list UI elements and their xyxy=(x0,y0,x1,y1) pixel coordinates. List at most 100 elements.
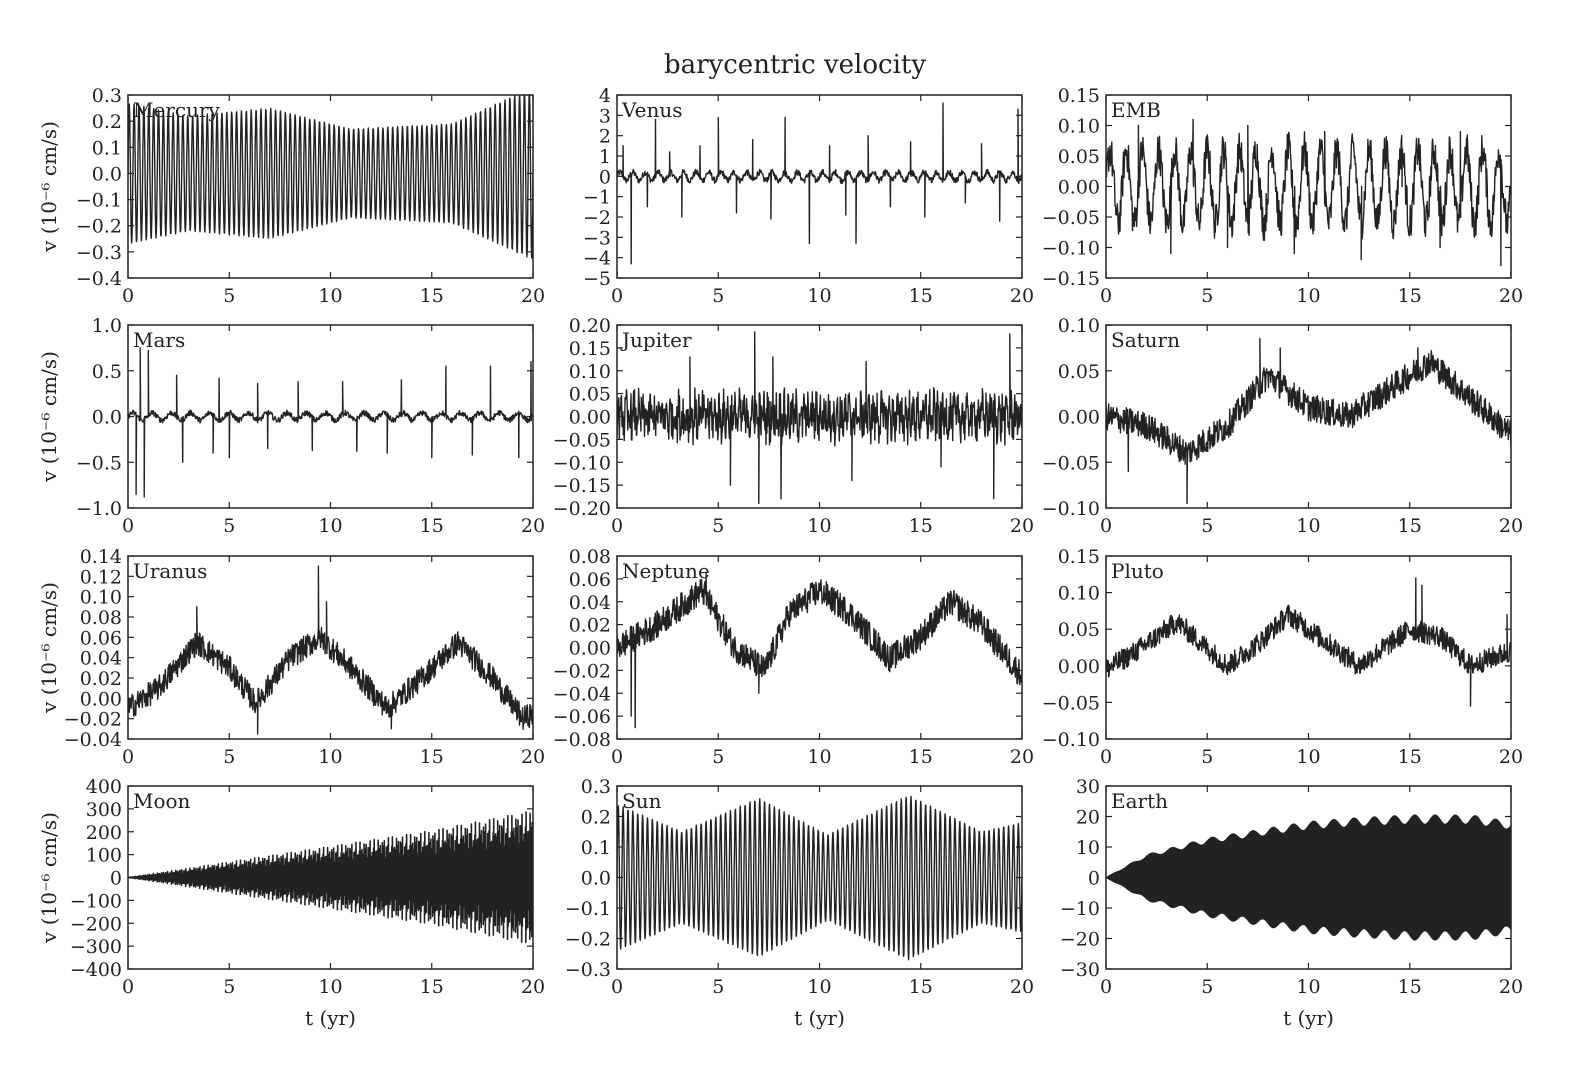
moon-ylabel: v (10⁻⁶ cm/s) xyxy=(37,812,61,944)
emb-xtick-label: 10 xyxy=(1296,285,1320,307)
subplot-mercury: 0 5 10 15 20 −0.4 −0.3 −0.2 −0.1 0.0 0.1 0.2 0.3 Merc… xyxy=(37,85,545,307)
mercury-ytick-label: 0.1 xyxy=(92,137,122,159)
moon-ytick-label: 100 xyxy=(86,845,122,867)
uranus-xtick-label: 5 xyxy=(223,746,235,768)
mercury-panel-name: Mercury xyxy=(133,98,221,122)
pluto-series-line xyxy=(1106,577,1511,707)
jupiter-xtick-label: 15 xyxy=(909,515,933,537)
sun-series-group xyxy=(617,795,1022,961)
saturn-xtick-label: 15 xyxy=(1398,515,1422,537)
saturn-xtick-label: 20 xyxy=(1499,515,1523,537)
mars-ytick-label: 0.5 xyxy=(92,361,122,383)
neptune-panel-name: Neptune xyxy=(622,559,710,583)
uranus-ytick-label: −0.02 xyxy=(64,709,122,731)
earth-ytick-label: −10 xyxy=(1060,898,1100,920)
sun-ytick-label: −0.3 xyxy=(565,959,611,981)
earth-series-area xyxy=(1106,814,1511,941)
neptune-ytick-label: 0.04 xyxy=(569,592,611,614)
mercury-ytick-label: −0.3 xyxy=(76,242,122,264)
moon-ytick-label: 300 xyxy=(86,799,122,821)
neptune-ytick-label: −0.04 xyxy=(553,683,611,705)
venus-series-line xyxy=(617,102,1022,265)
emb-ytick-label: 0.00 xyxy=(1058,177,1100,199)
earth-xtick-label: 10 xyxy=(1296,976,1320,998)
venus-ytick-label: −1 xyxy=(583,187,611,209)
venus-ytick-label: −4 xyxy=(583,248,611,270)
venus-xtick-label: 0 xyxy=(611,285,623,307)
pluto-ytick-label: 0.05 xyxy=(1058,619,1100,641)
jupiter-xtick-label: 5 xyxy=(712,515,724,537)
mercury-ytick-label: 0.2 xyxy=(92,111,122,133)
mars-ylabel: v (10⁻⁶ cm/s) xyxy=(37,351,61,483)
pluto-xtick-label: 15 xyxy=(1398,746,1422,768)
venus-panel-name: Venus xyxy=(621,98,682,122)
earth-xlabel: t (yr) xyxy=(1283,1006,1334,1030)
mars-xtick-label: 0 xyxy=(122,515,134,537)
saturn-ytick-label: −0.10 xyxy=(1042,498,1100,520)
earth-series-group xyxy=(1106,814,1511,941)
mercury-ytick-label: −0.1 xyxy=(76,190,122,212)
saturn-xtick-label: 0 xyxy=(1100,515,1112,537)
emb-series-group xyxy=(1106,118,1511,267)
uranus-ylabel: v (10⁻⁶ cm/s) xyxy=(37,582,61,714)
pluto-panel-name: Pluto xyxy=(1111,559,1164,583)
mars-xtick-label: 15 xyxy=(420,515,444,537)
pluto-ytick-label: 0.10 xyxy=(1058,583,1100,605)
moon-ytick-label: −400 xyxy=(70,959,122,981)
venus-ytick-label: 1 xyxy=(599,146,611,168)
emb-series-line xyxy=(1106,118,1511,267)
uranus-ytick-label: 0.12 xyxy=(80,566,122,588)
earth-ytick-label: 0 xyxy=(1088,868,1100,890)
venus-ytick-label: −5 xyxy=(583,268,611,290)
uranus-ytick-label: 0.04 xyxy=(80,648,122,670)
moon-ytick-label: 0 xyxy=(110,868,122,890)
mars-ytick-label: −1.0 xyxy=(76,498,122,520)
pluto-ytick-label: 0.15 xyxy=(1058,546,1100,568)
moon-ytick-label: −100 xyxy=(70,890,122,912)
subplot-sun: 0 5 10 15 20 −0.3 −0.2 −0.1 0.0 0.1 0.2 0.3 Sun t (yr… xyxy=(565,776,1034,1030)
sun-xtick-label: 20 xyxy=(1010,976,1034,998)
venus-ytick-label: 0 xyxy=(599,166,611,188)
moon-series-group xyxy=(128,811,533,944)
venus-ytick-label: 4 xyxy=(599,85,611,107)
earth-panel-name: Earth xyxy=(1111,789,1168,813)
uranus-xtick-label: 20 xyxy=(521,746,545,768)
pluto-ytick-label: 0.00 xyxy=(1058,656,1100,678)
saturn-ytick-label: 0.05 xyxy=(1058,361,1100,383)
emb-ytick-label: 0.05 xyxy=(1058,146,1100,168)
mercury-xtick-label: 10 xyxy=(318,285,342,307)
emb-ytick-label: −0.05 xyxy=(1042,207,1100,229)
emb-xtick-label: 20 xyxy=(1499,285,1523,307)
saturn-xtick-label: 5 xyxy=(1201,515,1213,537)
saturn-panel-name: Saturn xyxy=(1111,328,1180,352)
pluto-xtick-label: 20 xyxy=(1499,746,1523,768)
mercury-ytick-label: −0.2 xyxy=(76,216,122,238)
uranus-series-line xyxy=(128,565,533,735)
uranus-ytick-label: 0.06 xyxy=(80,627,122,649)
jupiter-series-group xyxy=(617,331,1022,505)
moon-xtick-label: 15 xyxy=(420,976,444,998)
saturn-ytick-label: 0.00 xyxy=(1058,407,1100,429)
jupiter-ytick-label: −0.15 xyxy=(553,475,611,497)
sun-ytick-label: −0.2 xyxy=(565,929,611,951)
neptune-ytick-label: −0.08 xyxy=(553,729,611,751)
sun-ytick-label: 0.2 xyxy=(581,807,611,829)
saturn-series-group xyxy=(1106,338,1511,505)
moon-xtick-label: 0 xyxy=(122,976,134,998)
sun-xlabel: t (yr) xyxy=(794,1006,845,1030)
pluto-xtick-label: 5 xyxy=(1201,746,1213,768)
subplot-emb: 0 5 10 15 20 −0.15 −0.10 −0.05 0.00 0.05 0.10 0.15 E… xyxy=(1042,85,1523,307)
moon-ytick-label: −300 xyxy=(70,936,122,958)
subplot-saturn: 0 5 10 15 20 −0.10 −0.05 0.00 0.05 0.10 Saturn xyxy=(1042,315,1523,537)
neptune-ytick-label: 0.06 xyxy=(569,569,611,591)
subplot-uranus: 0 5 10 15 20−0.04−0.020.000.020.040.060.080.… xyxy=(37,546,545,768)
mars-ytick-label: −0.5 xyxy=(76,452,122,474)
figure-title: barycentric velocity xyxy=(664,50,926,80)
saturn-ytick-label: −0.05 xyxy=(1042,452,1100,474)
mercury-series-group xyxy=(128,95,533,259)
earth-ytick-label: −20 xyxy=(1060,929,1100,951)
uranus-xtick-label: 15 xyxy=(420,746,444,768)
mercury-ylabel: v (10⁻⁶ cm/s) xyxy=(37,121,61,253)
jupiter-series-line xyxy=(617,331,1022,505)
mercury-xtick-label: 0 xyxy=(122,285,134,307)
